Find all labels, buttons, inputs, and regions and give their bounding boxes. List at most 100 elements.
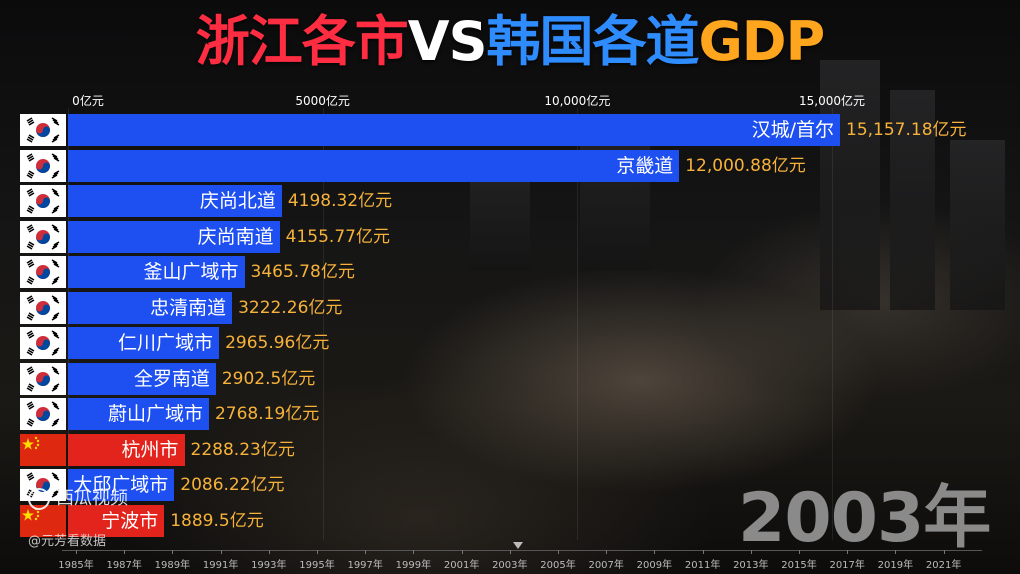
- bar-row: 釜山广域市 3465.78亿元: [0, 256, 1020, 288]
- bar-value-label: 4198.32亿元: [287, 191, 393, 211]
- bar-value-label: 4155.77亿元: [285, 226, 390, 247]
- title-part-gdp: GDP: [698, 10, 825, 73]
- bar-row: 全罗南道 2902.5亿元: [0, 362, 1020, 395]
- bar-value-label: 2768.19亿元: [214, 404, 320, 424]
- bar-value-label: 1889.5亿元: [170, 510, 264, 531]
- timeline-year-label[interactable]: 1993年: [251, 560, 287, 571]
- korea-flag-icon: [20, 114, 66, 146]
- timeline-tick-mark: [461, 550, 463, 554]
- timeline-year-label[interactable]: 2003年: [492, 560, 528, 571]
- timeline-year-label[interactable]: 1999年: [395, 560, 432, 571]
- grid-line: [322, 108, 324, 540]
- korea-flag-icon: [20, 220, 66, 253]
- bar: 庆尚南道: [68, 220, 280, 253]
- bar-category-label: 忠清南道: [150, 296, 227, 319]
- bar-row: 汉城/首尔 15,157.18亿元: [0, 114, 1020, 146]
- timeline-tick-mark: [654, 550, 656, 554]
- timeline-tick-mark: [268, 550, 270, 554]
- title-part-zhejiang: 浙江各市: [195, 10, 409, 73]
- bar: 釜山广域市: [68, 256, 245, 288]
- bar-value-label: 2288.23亿元: [190, 439, 295, 460]
- timeline-year-label[interactable]: 1997年: [347, 560, 383, 571]
- bar-value-label: 2086.22亿元: [180, 475, 285, 495]
- timeline-tick-mark: [702, 550, 704, 554]
- timeline-tick-mark: [895, 550, 897, 554]
- timeline-year-label[interactable]: 2005年: [540, 560, 576, 571]
- korea-flag-icon: [20, 291, 66, 324]
- timeline-year-label[interactable]: 1995年: [299, 560, 335, 571]
- timeline-year-label[interactable]: 1991年: [202, 560, 239, 571]
- x-tick-label: 15,000亿元: [799, 94, 865, 108]
- timeline-tick-mark: [413, 550, 415, 554]
- timeline-year-label[interactable]: 2009年: [636, 560, 673, 571]
- bar-value-label: 2902.5亿元: [221, 368, 316, 389]
- bar: 蔚山广域市: [68, 398, 209, 430]
- bar: 忠清南道: [68, 291, 233, 324]
- timeline-year-label[interactable]: 2013年: [733, 560, 769, 571]
- timeline-year-label[interactable]: 2015年: [781, 560, 817, 571]
- bar: 汉城/首尔: [68, 114, 840, 146]
- platform-name: 西瓜视频: [56, 488, 128, 509]
- timeline-year-label[interactable]: 2001年: [443, 560, 480, 571]
- timeline-year-label[interactable]: 2017年: [829, 560, 865, 571]
- timeline-current-pointer[interactable]: [512, 542, 523, 549]
- bar: 庆尚北道: [68, 185, 282, 217]
- grid-line: [68, 108, 69, 540]
- china-flag-icon: [20, 504, 66, 537]
- bar-category-label: 宁波市: [101, 509, 159, 532]
- x-tick-label: 5000亿元: [295, 94, 350, 108]
- timeline-tick-mark: [76, 550, 77, 554]
- timeline-tick-mark: [365, 550, 367, 554]
- timeline-year-label[interactable]: 2007年: [588, 560, 624, 571]
- title-part-korea: 韩国各道: [486, 10, 699, 73]
- timeline-year-label[interactable]: 1987年: [106, 560, 142, 571]
- top-axis: 0亿元 5000亿元 10,000亿元 15,000亿元: [0, 92, 1020, 110]
- timeline-tick-mark: [220, 550, 222, 554]
- bar-category-label: 庆尚南道: [197, 225, 274, 248]
- year-timeline[interactable]: 1985年 1987年 1989年 1991年 1993年 1995年 1997年 1999年…: [0, 542, 1020, 574]
- bar-row: 蔚山广域市 2768.19亿元: [0, 398, 1020, 430]
- bar-category-label: 釜山广域市: [143, 261, 239, 283]
- timeline-tick-mark: [558, 550, 559, 554]
- platform-watermark: 西瓜视频: [28, 484, 128, 510]
- bar-category-label: 杭州市: [121, 438, 179, 461]
- timeline-tick-mark: [509, 550, 511, 554]
- timeline-year-label[interactable]: 2021年: [925, 560, 962, 571]
- korea-flag-icon: [20, 185, 66, 217]
- china-flag-icon: [20, 433, 66, 466]
- bar-value-label: 15,157.18亿元: [846, 120, 967, 140]
- bar: 仁川广域市: [68, 327, 220, 359]
- bar-row: 仁川广域市 2965.96亿元: [0, 327, 1020, 359]
- bar: 全罗南道: [68, 362, 216, 395]
- current-year-label: 2003年: [738, 479, 991, 558]
- korea-flag-icon: [20, 256, 66, 288]
- bar: 大邱广域市: [68, 469, 175, 501]
- korea-flag-icon: [20, 149, 66, 182]
- timeline-year-label[interactable]: 2019年: [877, 560, 914, 571]
- timeline-tick-mark: [172, 550, 174, 554]
- bar-category-label: 京畿道: [616, 154, 674, 177]
- timeline-track: [62, 550, 982, 551]
- bar-category-label: 全罗南道: [133, 367, 210, 390]
- timeline-tick-mark: [943, 550, 945, 554]
- bar-category-label: 蔚山广域市: [107, 403, 203, 425]
- korea-flag-icon: [20, 327, 66, 359]
- bar-value-label: 2965.96亿元: [225, 333, 330, 353]
- korea-flag-icon: [20, 362, 66, 395]
- chart-title: 浙江各市VS韩国各道GDP: [0, 2, 1020, 82]
- timeline-tick-mark: [847, 550, 849, 554]
- timeline-year-label[interactable]: 1989年: [154, 560, 191, 571]
- timeline-year-label[interactable]: 2011年: [684, 560, 721, 571]
- timeline-tick-mark: [317, 550, 318, 554]
- bar-category-label: 庆尚北道: [199, 190, 276, 212]
- timeline-tick-mark: [799, 550, 800, 554]
- bar-category-label: 汉城/首尔: [751, 119, 834, 141]
- grid-line: [577, 108, 579, 540]
- bar-category-label: 仁川广域市: [118, 332, 214, 354]
- bar-row: 大邱广域市 2086.22亿元: [0, 469, 1020, 501]
- bar: 杭州市: [68, 433, 185, 466]
- bar-category-label: 大邱广域市: [73, 474, 169, 496]
- timeline-year-label[interactable]: 1985年: [58, 560, 94, 571]
- title-part-vs: VS: [407, 10, 488, 73]
- bar-row: 杭州市 2288.23亿元: [0, 433, 1020, 466]
